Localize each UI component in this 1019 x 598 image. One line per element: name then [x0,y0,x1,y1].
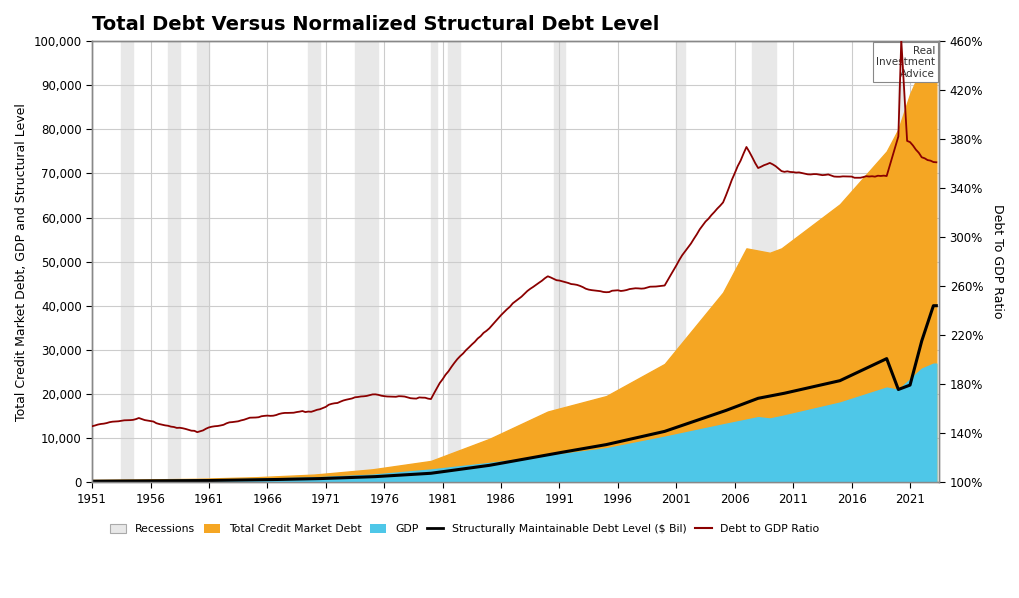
Debt to GDP Ratio [825,172,838,179]
Y-axis label: Total Credit Market Debt, GDP and Structural Level: Total Credit Market Debt, GDP and Struct… [15,103,28,420]
Bar [121,41,133,482]
Bar [355,41,378,482]
Legend: Recessions, Total Credit Market Debt, GDP, Structurally Maintainable Debt Level : Recessions, Total Credit Market Debt, GD… [106,520,824,538]
Bar [553,41,566,482]
Structurally Maintainable Debt Level ($ Bil) [930,302,943,309]
Debt to GDP Ratio [192,429,204,436]
Structurally Maintainable Debt Level ($ Bil) [284,475,297,483]
Bar [309,41,320,482]
Line: Debt to GDP Ratio: Debt to GDP Ratio [92,40,936,432]
Bar [198,41,209,482]
Debt to GDP Ratio [930,158,943,166]
Structurally Maintainable Debt Level ($ Bil) [98,478,110,485]
Structurally Maintainable Debt Level ($ Bil) [457,465,469,472]
Bar [899,41,904,482]
Structurally Maintainable Debt Level ($ Bil) [86,478,98,485]
Line: Structurally Maintainable Debt Level ($ Bil): Structurally Maintainable Debt Level ($ … [92,306,936,481]
Structurally Maintainable Debt Level ($ Bil) [594,442,606,449]
Bar [431,41,437,482]
Debt to GDP Ratio [895,36,907,44]
Debt to GDP Ratio [86,423,98,430]
Structurally Maintainable Debt Level ($ Bil) [822,380,835,387]
Debt to GDP Ratio [287,409,300,416]
Debt to GDP Ratio [98,420,110,427]
Debt to GDP Ratio [904,139,916,146]
Text: Real
Investment
Advice: Real Investment Advice [876,45,935,79]
Debt to GDP Ratio [460,347,472,354]
Text: Total Debt Versus Normalized Structural Debt Level: Total Debt Versus Normalized Structural … [92,15,659,34]
Structurally Maintainable Debt Level ($ Bil) [898,384,910,391]
Bar [168,41,179,482]
Bar [752,41,775,482]
Y-axis label: Debt To GDP Ratio: Debt To GDP Ratio [991,205,1004,319]
Structurally Maintainable Debt Level ($ Bil) [927,302,940,309]
Bar [677,41,685,482]
Debt to GDP Ratio [597,288,609,295]
Bar [448,41,461,482]
